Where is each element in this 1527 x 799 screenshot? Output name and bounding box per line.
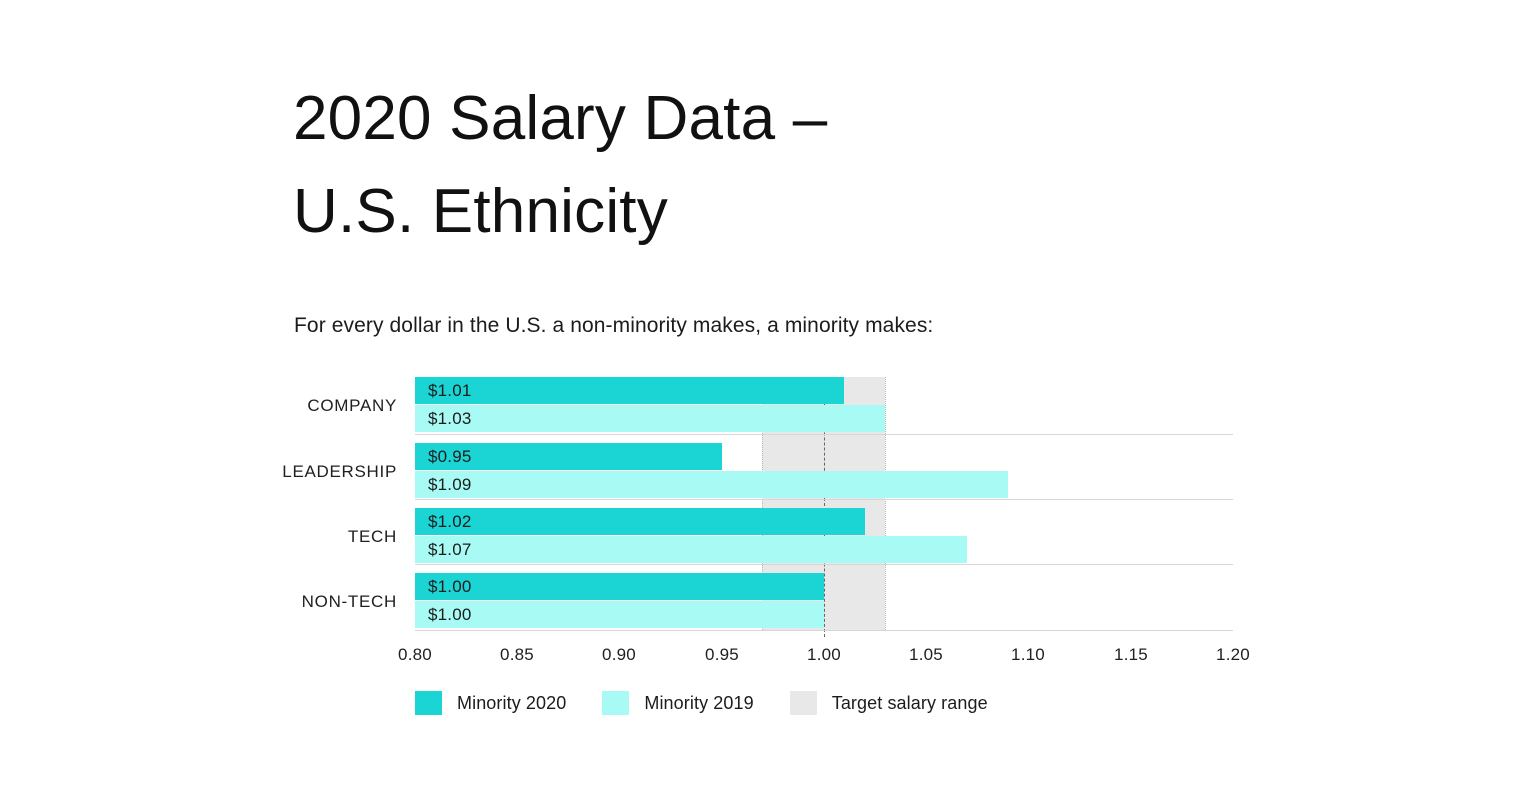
legend-swatch-icon xyxy=(789,691,817,715)
category-label-non-tech: NON-TECH xyxy=(301,592,397,611)
x-tick-2: 0.90 xyxy=(602,645,636,664)
x-tick-4: 1.00 xyxy=(807,645,841,664)
group-separator-2 xyxy=(415,499,1233,500)
bar-value-label: $0.95 xyxy=(428,446,472,466)
bar-value-label: $1.02 xyxy=(428,511,472,531)
target-range-high-edge xyxy=(885,377,886,630)
bar-company-2019[interactable]: $1.03 xyxy=(415,405,885,432)
category-label-tech: TECH xyxy=(347,527,397,546)
bar-tech-2019[interactable]: $1.07 xyxy=(415,536,967,563)
x-tick-0: 0.80 xyxy=(398,645,432,664)
chart-subtitle: For every dollar in the U.S. a non-minor… xyxy=(294,314,934,337)
bar-non-tech-2020[interactable]: $1.00 xyxy=(415,573,824,600)
parity-line xyxy=(824,377,825,637)
bar-value-label: $1.09 xyxy=(428,474,472,494)
bar-leadership-2020[interactable]: $0.95 xyxy=(415,443,722,470)
legend-swatch-icon xyxy=(415,691,442,715)
x-tick-6: 1.10 xyxy=(1011,645,1045,664)
x-tick-8: 1.20 xyxy=(1216,645,1250,664)
bar-value-label: $1.01 xyxy=(428,380,472,400)
target-range-low-edge xyxy=(762,377,763,630)
bar-value-label: $1.03 xyxy=(428,408,472,428)
x-tick-1: 0.85 xyxy=(500,645,534,664)
bar-value-label: $1.00 xyxy=(428,576,472,596)
x-tick-5: 1.05 xyxy=(909,645,943,664)
legend-item-minority-2020[interactable]: Minority 2020 xyxy=(415,691,566,715)
legend-item-target-salary-range[interactable]: Target salary range xyxy=(789,691,988,715)
bar-group-leadership: $0.95 $1.09 xyxy=(415,443,1233,500)
page-title: 2020 Salary Data – U.S. Ethnicity xyxy=(293,84,828,246)
chart-legend: Minority 2020 Minority 2019 Target salar… xyxy=(415,691,1024,715)
x-axis-baseline xyxy=(415,630,1233,631)
bar-group-tech: $1.02 $1.07 xyxy=(415,508,1233,565)
bar-non-tech-2019[interactable]: $1.00 xyxy=(415,601,824,628)
legend-label: Minority 2020 xyxy=(457,692,567,713)
plot-area: $1.01 $1.03 $0.95 $1.09 $1.02 $1.07 xyxy=(415,377,1233,637)
category-label-company: COMPANY xyxy=(307,396,397,415)
group-separator-1 xyxy=(415,434,1233,435)
legend-label: Minority 2019 xyxy=(644,692,754,713)
bar-group-company: $1.01 $1.03 xyxy=(415,377,1233,434)
bar-tech-2020[interactable]: $1.02 xyxy=(415,508,865,535)
x-tick-3: 0.95 xyxy=(705,645,739,664)
group-separator-3 xyxy=(415,564,1233,565)
bar-leadership-2019[interactable]: $1.09 xyxy=(415,471,1008,498)
x-tick-7: 1.15 xyxy=(1114,645,1148,664)
bar-group-non-tech: $1.00 $1.00 xyxy=(415,573,1233,630)
bar-value-label: $1.07 xyxy=(428,539,472,559)
bar-company-2020[interactable]: $1.01 xyxy=(415,377,844,404)
bar-value-label: $1.00 xyxy=(428,604,472,624)
legend-item-minority-2019[interactable]: Minority 2019 xyxy=(602,691,754,715)
legend-swatch-icon xyxy=(602,691,630,715)
legend-label: Target salary range xyxy=(831,692,988,713)
category-label-leadership: LEADERSHIP xyxy=(282,462,397,481)
